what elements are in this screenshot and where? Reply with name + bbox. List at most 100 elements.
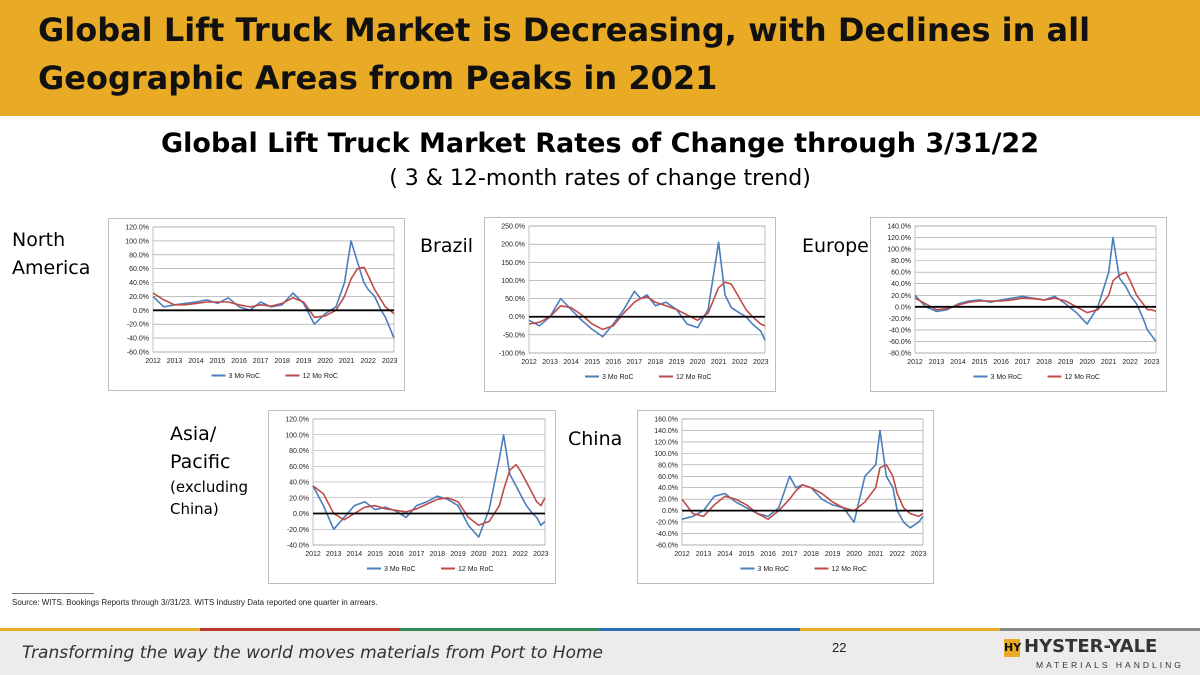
region-label-asia-line3: (excluding bbox=[170, 478, 249, 496]
y-tick-label: 20.0% bbox=[289, 495, 309, 502]
x-tick-label: 2013 bbox=[542, 359, 558, 366]
y-tick-label: 140.0% bbox=[654, 428, 678, 435]
series-line-3mo bbox=[312, 433, 546, 538]
x-tick-label: 2020 bbox=[690, 359, 706, 366]
y-tick-label: 100.0% bbox=[125, 238, 149, 245]
x-tick-label: 2019 bbox=[296, 358, 312, 365]
x-tick-label: 2012 bbox=[907, 359, 923, 366]
x-tick-label: 2014 bbox=[950, 359, 966, 366]
x-tick-label: 2012 bbox=[674, 551, 690, 558]
chart-brazil: 250.0% 200.0% 150.0% 100.0% 50.0% 0.0% -50.0% -… bbox=[484, 217, 776, 392]
x-tick-label: 2022 bbox=[732, 359, 748, 366]
y-tick-label: 150.0% bbox=[501, 260, 525, 267]
y-tick-label: 140.0% bbox=[887, 224, 911, 231]
series-line-12mo bbox=[914, 271, 1157, 314]
chart-svg: 140.0% 120.0% 100.0% 80.0% 60.0% 40.0% 20.0% 0.… bbox=[887, 224, 1159, 382]
chart-north-america: 120.0% 100.0% 80.0% 60.0% 40.0% 20.0% 0.0% -20.… bbox=[108, 218, 405, 391]
y-tick-label: 40.0% bbox=[129, 280, 149, 287]
y-tick-label: -50.0% bbox=[503, 332, 525, 339]
series-line-12mo bbox=[312, 463, 546, 527]
x-tick-label: 2019 bbox=[669, 359, 685, 366]
region-label-north-america: North America bbox=[12, 229, 91, 279]
y-tick-label: -60.0% bbox=[889, 339, 911, 346]
y-tick-label: 0.0% bbox=[293, 511, 309, 518]
x-tick-label: 2022 bbox=[1122, 359, 1138, 366]
footer-tagline: Transforming the way the world moves mat… bbox=[22, 643, 604, 663]
region-label-asia-line4: China) bbox=[170, 500, 219, 518]
series-line-3mo bbox=[914, 236, 1157, 342]
region-label-asia-line1: Asia/ bbox=[170, 423, 217, 445]
y-tick-label: 50.0% bbox=[505, 296, 525, 303]
y-tick-label: 0.0% bbox=[662, 508, 678, 515]
region-label-asia-pacific: Asia/ Pacific (excluding China) bbox=[170, 420, 260, 520]
y-tick-label: 60.0% bbox=[658, 474, 678, 481]
x-tick-label: 2014 bbox=[563, 359, 579, 366]
x-tick-label: 2023 bbox=[753, 359, 769, 366]
x-tick-label: 2017 bbox=[1015, 359, 1031, 366]
y-tick-label: 250.0% bbox=[501, 224, 525, 231]
x-tick-label: 2018 bbox=[1036, 359, 1052, 366]
footer-stripe bbox=[0, 628, 1200, 631]
plot-area bbox=[152, 226, 395, 353]
source-divider bbox=[12, 593, 94, 594]
x-tick-label: 2019 bbox=[450, 551, 466, 558]
x-tick-label: 2017 bbox=[627, 359, 643, 366]
x-tick-label: 2016 bbox=[605, 359, 621, 366]
x-tick-label: 2015 bbox=[972, 359, 988, 366]
y-tick-label: 200.0% bbox=[501, 242, 525, 249]
logo-subtitle: MATERIALS HANDLING bbox=[1036, 660, 1184, 670]
y-tick-label: 100.0% bbox=[501, 278, 525, 285]
y-tick-label: -80.0% bbox=[889, 351, 911, 358]
plot-area bbox=[312, 418, 546, 546]
x-tick-label: 2020 bbox=[471, 551, 487, 558]
y-tick-label: 120.0% bbox=[887, 235, 911, 242]
title-banner: Global Lift Truck Market is Decreasing, … bbox=[0, 0, 1200, 116]
x-tick-label: 2021 bbox=[868, 551, 884, 558]
y-tick-label: 60.0% bbox=[289, 464, 309, 471]
chart-europe: 140.0% 120.0% 100.0% 80.0% 60.0% 40.0% 20.0% 0.… bbox=[870, 217, 1167, 392]
y-tick-label: -20.0% bbox=[127, 322, 149, 329]
source-note: Source: WITS. Bookings Reports through 3… bbox=[12, 598, 378, 607]
x-tick-label: 2012 bbox=[521, 359, 537, 366]
footer: Transforming the way the world moves mat… bbox=[0, 631, 1200, 675]
plot-area bbox=[528, 225, 766, 354]
x-tick-label: 2022 bbox=[512, 551, 528, 558]
x-tick-label: 2015 bbox=[210, 358, 226, 365]
series-line-12mo bbox=[528, 281, 766, 331]
series-line-12mo bbox=[681, 463, 924, 520]
legend-label: 12 Mo RoC bbox=[1065, 374, 1100, 381]
y-tick-label: 0.0% bbox=[133, 308, 149, 315]
x-tick-label: 2018 bbox=[274, 358, 290, 365]
x-tick-label: 2020 bbox=[1079, 359, 1095, 366]
x-tick-label: 2020 bbox=[317, 358, 333, 365]
x-tick-label: 2023 bbox=[911, 551, 927, 558]
y-tick-label: 20.0% bbox=[891, 293, 911, 300]
x-tick-label: 2020 bbox=[846, 551, 862, 558]
y-tick-label: 40.0% bbox=[658, 485, 678, 492]
x-tick-label: 2015 bbox=[584, 359, 600, 366]
chart-svg: 250.0% 200.0% 150.0% 100.0% 50.0% 0.0% -50.0% -… bbox=[499, 224, 769, 382]
chart-svg: 120.0% 100.0% 80.0% 60.0% 40.0% 20.0% 0.0% -20.… bbox=[285, 417, 549, 574]
chart-svg: 120.0% 100.0% 80.0% 60.0% 40.0% 20.0% 0.0% -20.… bbox=[125, 225, 397, 381]
y-tick-label: 40.0% bbox=[289, 480, 309, 487]
y-tick-label: -20.0% bbox=[889, 316, 911, 323]
series-line-3mo bbox=[152, 240, 395, 339]
x-tick-label: 2013 bbox=[326, 551, 342, 558]
chart-china: 160.0% 140.0% 120.0% 100.0% 80.0% 60.0% 40.0% 2… bbox=[637, 410, 934, 584]
x-tick-label: 2017 bbox=[409, 551, 425, 558]
legend-label: 3 Mo RoC bbox=[602, 374, 634, 381]
x-tick-label: 2013 bbox=[167, 358, 183, 365]
y-tick-label: 160.0% bbox=[654, 417, 678, 424]
x-tick-label: 2023 bbox=[533, 551, 549, 558]
x-tick-label: 2018 bbox=[803, 551, 819, 558]
y-tick-label: -60.0% bbox=[127, 350, 149, 357]
y-tick-label: -40.0% bbox=[656, 531, 678, 538]
y-tick-label: -20.0% bbox=[656, 520, 678, 527]
x-tick-label: 2014 bbox=[188, 358, 204, 365]
series-line-3mo bbox=[528, 241, 766, 341]
company-logo: HY HYSTER-YALE MATERIALS HANDLING bbox=[1004, 636, 1184, 672]
plot-area bbox=[681, 418, 924, 546]
y-tick-label: -40.0% bbox=[127, 336, 149, 343]
y-tick-label: 100.0% bbox=[285, 432, 309, 439]
region-label-europe: Europe bbox=[802, 235, 869, 257]
